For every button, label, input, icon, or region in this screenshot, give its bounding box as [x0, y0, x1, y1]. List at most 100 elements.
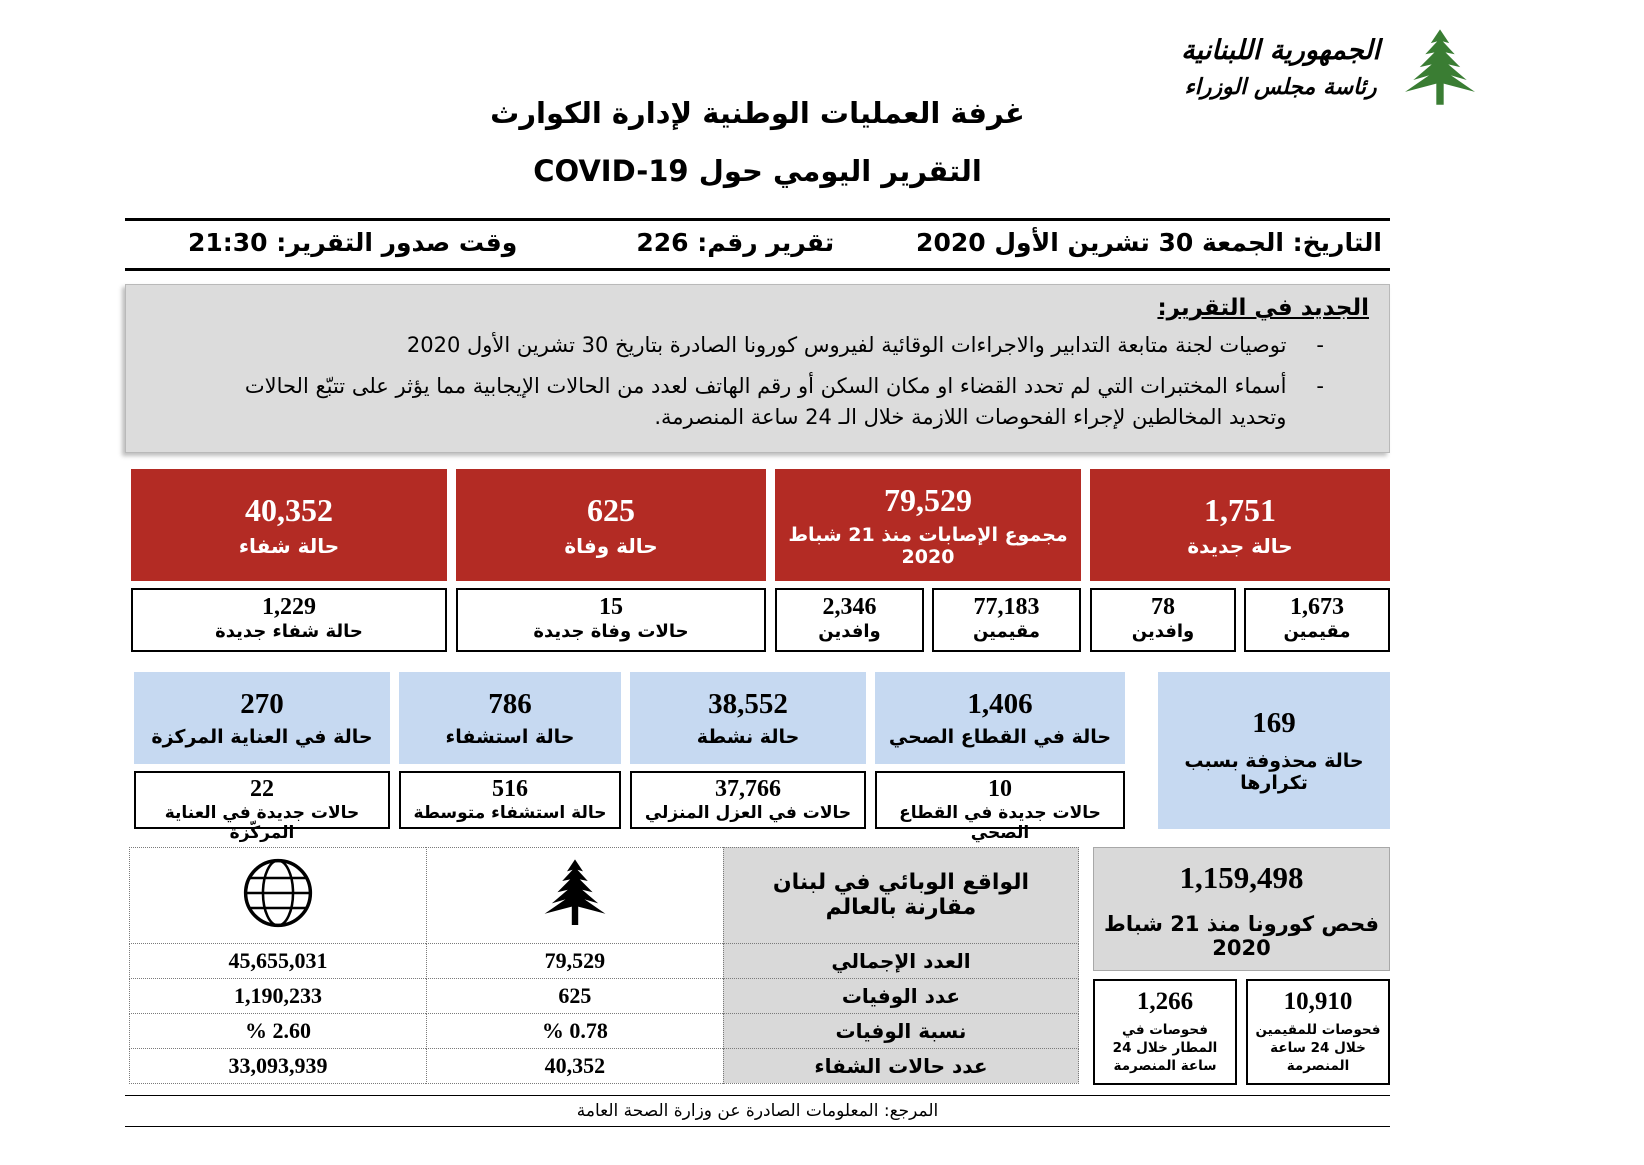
- news-item-text: توصيات لجنة متابعة التدابير والاجراءات ا…: [406, 333, 1287, 357]
- sub-stat-value: 2,346: [822, 593, 877, 620]
- stat-card-total-cases: 79,529 مجموع الإصابات منذ 21 شباط 2020 7…: [775, 468, 1081, 652]
- lebanon-value: 0.78 %: [425, 1012, 724, 1049]
- news-box: الجديد في التقرير: - توصيات لجنة متابعة …: [125, 284, 1390, 453]
- stat-card-removed-duplicates: 169 حالة محذوفة بسبب تكرارها: [1158, 671, 1390, 829]
- stat-card-subrow: 1,673 مقيمين 78 وافدين: [1090, 587, 1390, 652]
- airport-tests-value: 1,266: [1136, 987, 1194, 1015]
- red-stats-row: 1,751 حالة جديدة 1,673 مقيمين 78 وافدين: [125, 468, 1390, 652]
- sub-stat-label: حالات وفاة جديدة: [533, 620, 689, 642]
- stat-card-header: 79,529 مجموع الإصابات منذ 21 شباط 2020: [775, 468, 1081, 581]
- sub-stat-label: حالات جديدة في العناية المركّزة: [164, 802, 360, 843]
- airport-tests-box: 1,266 فحوصات في المطار خلال 24 ساعة المن…: [1093, 978, 1237, 1085]
- logo-text-line2: رئاسة مجلس الوزراء: [1184, 75, 1377, 100]
- stat-card-header: 40,352 حالة شفاء: [131, 468, 447, 581]
- stat-label: حالة في القطاع الصحي: [888, 725, 1112, 748]
- report-title: غرفة العمليات الوطنية لإدارة الكوارث: [490, 96, 1025, 130]
- tests-24h-row: 10,910 فحوصات للمقيمين خلال 24 ساعة المن…: [1093, 978, 1390, 1085]
- stat-card-header: 38,552 حالة نشطة: [630, 671, 866, 764]
- stat-value: 1,751: [1204, 491, 1276, 528]
- comparison-header-row: الواقع الوبائي في لبنان مقارنة بالعالم: [129, 846, 1080, 944]
- sub-stat-residents: 1,673 مقيمين: [1244, 587, 1390, 652]
- report-subtitle: التقرير اليومي حول COVID-19: [533, 154, 982, 188]
- sub-stat-value: 516: [492, 775, 528, 802]
- sub-stat-label: حالة استشفاء متوسطة: [413, 802, 607, 823]
- table-row-total: العدد الإجمالي 79,529 45,655,031: [129, 942, 1080, 979]
- bottom-section: 1,159,498 فحص كورونا منذ 21 شباط 2020 10…: [125, 846, 1390, 1085]
- stat-card-header: 1,751 حالة جديدة: [1090, 468, 1390, 581]
- world-value: 33,093,939: [129, 1047, 427, 1084]
- stat-card-new-cases: 1,751 حالة جديدة 1,673 مقيمين 78 وافدين: [1090, 468, 1390, 652]
- world-comparison-table: الواقع الوبائي في لبنان مقارنة بالعالم: [129, 846, 1080, 1084]
- stat-value: 1,406: [967, 687, 1033, 720]
- comparison-title: الواقع الوبائي في لبنان مقارنة بالعالم: [722, 846, 1080, 944]
- total-tests-label: فحص كورونا منذ 21 شباط 2020: [1104, 911, 1379, 960]
- row-label: نسبة الوفيات: [722, 1012, 1080, 1049]
- sub-stat-label: حالات جديدة في القطاع الصحي: [899, 802, 1101, 843]
- stat-card-subrow: 22 حالات جديدة في العناية المركّزة: [134, 770, 390, 843]
- stat-label: حالة وفاة: [564, 533, 658, 558]
- source-footer: المرجع: المعلومات الصادرة عن وزارة الصحة…: [125, 1094, 1390, 1127]
- stat-value: 40,352: [245, 491, 333, 528]
- row-label: العدد الإجمالي: [722, 942, 1080, 979]
- news-item: - أسماء المختبرات التي لم تحدد القضاء او…: [146, 371, 1369, 434]
- cedar-tree-icon: [1405, 29, 1475, 105]
- sub-stat-new-health-sector: 10 حالات جديدة في القطاع الصحي: [875, 770, 1125, 843]
- sub-stat-value: 77,183: [973, 593, 1040, 620]
- blue-stats-row: 169 حالة محذوفة بسبب تكرارها 1,406 حالة …: [125, 671, 1390, 843]
- bullet-dash: -: [1316, 373, 1324, 398]
- sub-stat-value: 22: [250, 775, 274, 802]
- total-tests-value: 1,159,498: [1179, 859, 1304, 895]
- report-issue-time: وقت صدور التقرير: 21:30: [188, 228, 518, 257]
- stat-card-subrow: 1,229 حالة شفاء جديدة: [131, 587, 447, 652]
- sub-stat-label: مقيمين: [972, 620, 1041, 642]
- sub-stat-label: وافدين: [818, 620, 881, 642]
- sub-stat-label: حالة شفاء جديدة: [215, 620, 363, 642]
- report-content: غرفة العمليات الوطنية لإدارة الكوارث الت…: [125, 0, 1390, 1165]
- stat-value: 625: [587, 491, 635, 528]
- stat-value: 270: [240, 687, 284, 720]
- stat-card-deaths: 625 حالة وفاة 15 حالات وفاة جديدة: [456, 468, 766, 652]
- sub-stat-value: 1,673: [1290, 593, 1344, 620]
- stat-card-active-cases: 38,552 حالة نشطة 37,766 حالات في العزل ا…: [630, 671, 866, 829]
- stat-card-header: 786 حالة استشفاء: [399, 671, 621, 764]
- report-info-bar: التاريخ: الجمعة 30 تشرين الأول 2020 تقري…: [125, 218, 1390, 271]
- sub-stat-arrivals: 2,346 وافدين: [775, 587, 924, 652]
- stat-card-health-sector: 1,406 حالة في القطاع الصحي 10 حالات جديد…: [875, 671, 1125, 843]
- sub-stat-label: حالات في العزل المنزلي: [644, 802, 852, 823]
- tests-panel: 1,159,498 فحص كورونا منذ 21 شباط 2020 10…: [1093, 846, 1390, 1085]
- stat-card-subrow: 516 حالة استشفاء متوسطة: [399, 770, 621, 829]
- sub-stat-new-deaths: 15 حالات وفاة جديدة: [456, 587, 766, 652]
- sub-stat-residents: 77,183 مقيمين: [932, 587, 1081, 652]
- stat-label: حالة في العناية المركزة: [151, 725, 373, 748]
- news-item: - توصيات لجنة متابعة التدابير والاجراءات…: [146, 330, 1369, 362]
- logo-text-line1: الجمهورية اللبنانية: [1181, 34, 1380, 66]
- sub-stat-value: 1,229: [262, 593, 316, 620]
- stat-card-header: 625 حالة وفاة: [456, 468, 766, 581]
- sub-stat-label: وافدين: [1131, 620, 1195, 642]
- sub-stat-new-recovered: 1,229 حالة شفاء جديدة: [131, 587, 447, 652]
- stat-value: 79,529: [884, 481, 972, 518]
- bullet-dash: -: [1316, 333, 1324, 357]
- stat-card-hospitalized: 786 حالة استشفاء 516 حالة استشفاء متوسطة: [399, 671, 621, 829]
- sub-stat-value: 78: [1151, 593, 1175, 620]
- report-date: التاريخ: الجمعة 30 تشرين الأول 2020: [916, 228, 1382, 257]
- stat-label: مجموع الإصابات منذ 21 شباط 2020: [788, 523, 1068, 568]
- stat-value: 38,552: [708, 687, 788, 720]
- stat-card-subrow: 77,183 مقيمين 2,346 وافدين: [775, 587, 1081, 652]
- lebanon-cedar-icon: [544, 859, 606, 925]
- world-value: 1,190,233: [129, 977, 427, 1014]
- residents-tests-value: 10,910: [1283, 987, 1353, 1015]
- sub-stat-arrivals: 78 وافدين: [1090, 587, 1236, 652]
- table-row-deaths: عدد الوفيات 625 1,190,233: [129, 977, 1080, 1014]
- sub-stat-value: 37,766: [715, 775, 781, 802]
- sub-stat-new-icu: 22 حالات جديدة في العناية المركّزة: [134, 770, 390, 843]
- row-label: عدد الوفيات: [722, 977, 1080, 1014]
- sub-stat-value: 10: [988, 775, 1012, 802]
- stat-card-subrow: 10 حالات جديدة في القطاع الصحي: [875, 770, 1125, 843]
- stat-label: حالة نشطة: [696, 725, 800, 748]
- residents-tests-box: 10,910 فحوصات للمقيمين خلال 24 ساعة المن…: [1246, 978, 1390, 1085]
- lebanon-government-logo: الجمهورية اللبنانية رئاسة مجلس الوزراء: [1181, 24, 1486, 112]
- sub-stat-value: 15: [599, 593, 623, 620]
- news-title: الجديد في التقرير:: [1157, 295, 1369, 321]
- report-number: تقرير رقم: 226: [636, 228, 835, 257]
